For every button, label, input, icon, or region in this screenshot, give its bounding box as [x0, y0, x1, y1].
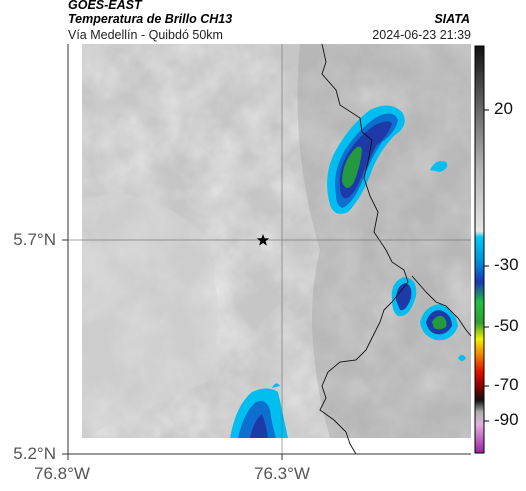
lat-label-5-7: 5.7°N — [13, 230, 56, 249]
cloud-cell-south — [230, 383, 288, 438]
colorbar-tick-minus90: -90 — [494, 410, 519, 429]
graticule — [68, 44, 471, 454]
colorbar — [474, 45, 489, 454]
colorbar-tick-minus70: -70 — [494, 375, 519, 394]
political-border — [319, 43, 472, 455]
lon-label-76-8: 76.8°W — [34, 464, 90, 483]
organization-label: SIATA — [434, 12, 470, 26]
cloud-cell-north — [327, 105, 448, 214]
star-marker — [256, 234, 270, 246]
lon-label-76-3: 76.3°W — [254, 464, 310, 483]
timestamp: 2024-06-23 21:39 — [372, 28, 471, 42]
colorbar-tick-20: 20 — [494, 99, 513, 118]
map-frame — [62, 44, 471, 460]
product-title: Temperatura de Brillo CH13 — [68, 12, 233, 26]
route-label: Vía Medellín - Quibdó 50km — [68, 28, 223, 42]
satellite-title: GOES-EAST — [68, 0, 142, 12]
satellite-imagery — [68, 44, 471, 454]
cloud-cell-east — [391, 277, 466, 361]
lat-label-5-2: 5.2°N — [13, 444, 56, 463]
colorbar-tick-minus30: -30 — [494, 255, 519, 274]
colorbar-tick-minus50: -50 — [494, 316, 519, 335]
